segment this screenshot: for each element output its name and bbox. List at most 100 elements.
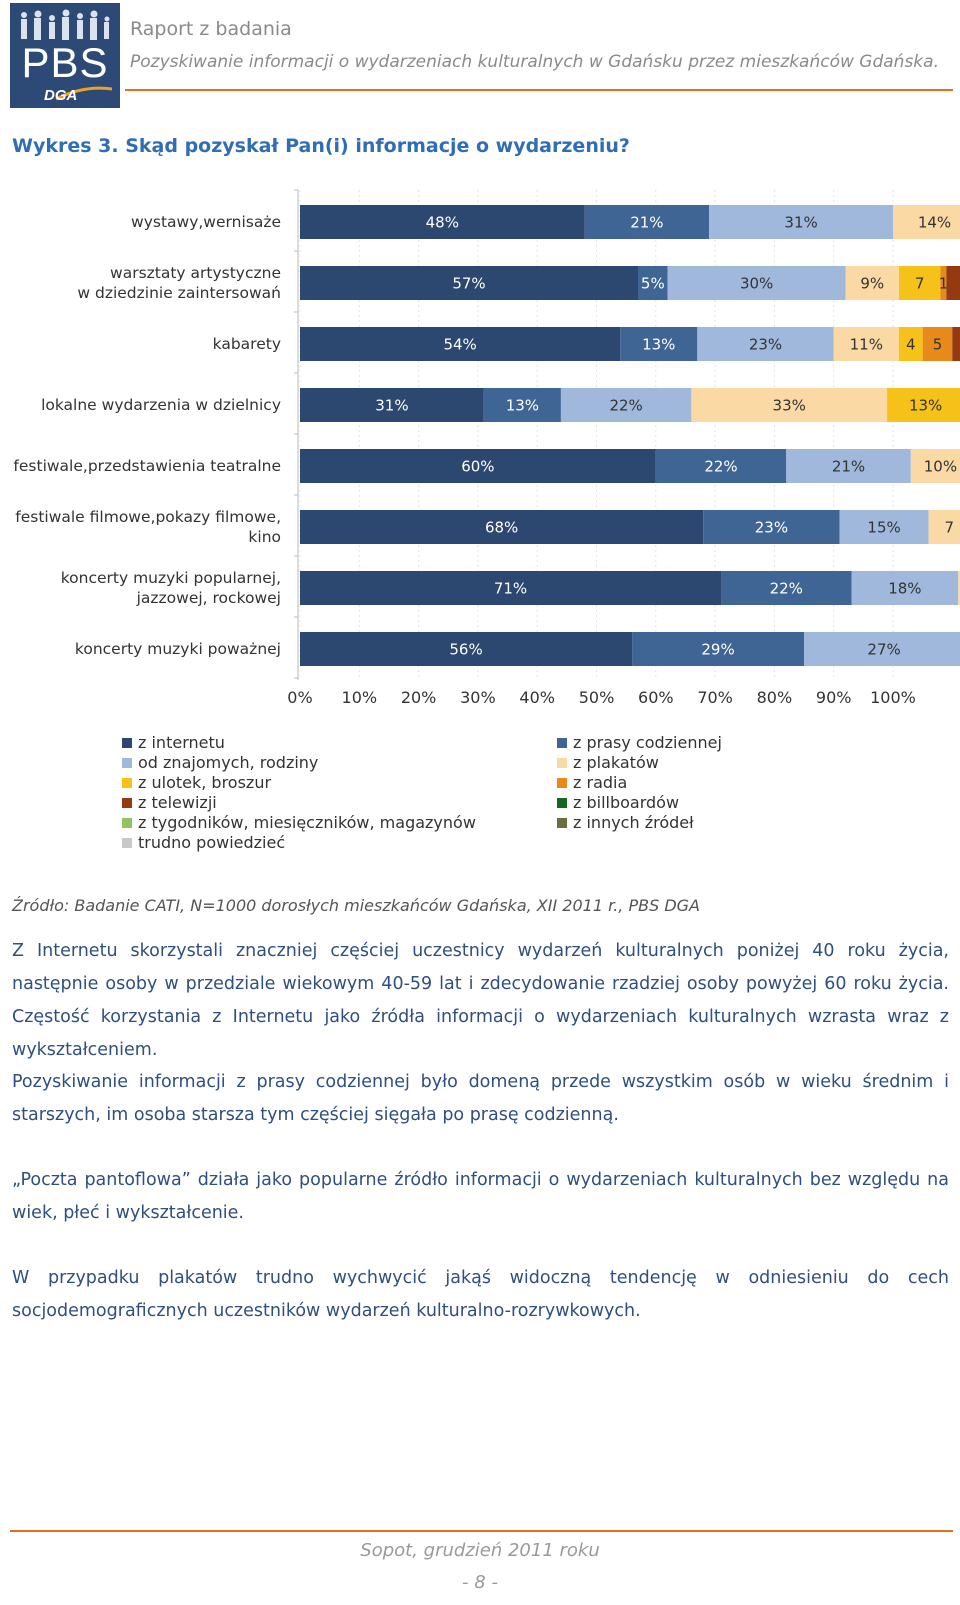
data-label: 13% (909, 397, 942, 415)
data-label: 22% (704, 458, 737, 476)
page-number: - 8 - (462, 1572, 498, 1593)
x-tick-label: 30% (460, 688, 496, 707)
category-label: koncerty muzyki popularnej, (61, 569, 281, 587)
page-header: PBS DGA Raport z badania Pozyskiwanie in… (0, 0, 960, 110)
data-label: 48% (426, 214, 459, 232)
category-label: festiwale filmowe,pokazy filmowe, (15, 508, 281, 526)
legend-label: z telewizji (138, 793, 217, 812)
data-label: 14% (918, 214, 951, 232)
bar-segment (300, 510, 704, 544)
data-label: 56% (449, 641, 482, 659)
bar-segment (300, 266, 639, 300)
bar-segment (655, 449, 787, 483)
figure-title: Wykres 3. Skąd pozyskał Pan(i) informacj… (12, 135, 630, 157)
legend-swatch (122, 818, 132, 828)
bar-segment (703, 510, 840, 544)
bar-segment (632, 632, 805, 666)
data-label: 10% (924, 458, 957, 476)
category-label: kabarety (213, 335, 281, 353)
x-tick-label: 50% (579, 688, 615, 707)
legend-label: z billboardów (573, 793, 680, 812)
legend-swatch (122, 778, 132, 788)
data-label: 30% (740, 275, 773, 293)
legend-swatch (122, 738, 132, 748)
category-label: warsztaty artystyczne (110, 264, 281, 282)
bar-segment (910, 449, 960, 483)
data-label: 15% (867, 519, 900, 537)
legend-swatch (122, 798, 132, 808)
data-label: 7 (915, 275, 925, 293)
bar-segment (709, 205, 893, 239)
x-tick-label: 100% (870, 688, 916, 707)
data-label: 23% (755, 519, 788, 537)
x-tick-label: 10% (342, 688, 378, 707)
legend-swatch (557, 778, 567, 788)
bar-segment (833, 327, 899, 361)
bar-segment (940, 266, 947, 300)
header-divider (125, 89, 953, 91)
legend-label: trudno powiedzieć (138, 833, 286, 852)
legend-label: z prasy codziennej (573, 733, 722, 752)
report-subtitle: Pozyskiwanie informacji o wydarzeniach k… (130, 52, 939, 72)
legend-swatch (557, 758, 567, 768)
data-label: 9% (860, 275, 884, 293)
data-label: 57% (452, 275, 485, 293)
data-label: 13% (506, 397, 539, 415)
legend-swatch (557, 798, 567, 808)
bar-segment (851, 571, 959, 605)
data-label: 23% (749, 336, 782, 354)
data-label: 5% (641, 275, 665, 293)
source-note: Źródło: Badanie CATI, N=1000 dorosłych m… (12, 896, 700, 915)
paragraph-press: Pozyskiwanie informacji z prasy codzienn… (12, 1072, 949, 1125)
paragraph-word-of-mouth: „Poczta pantoflowa” działa jako popularn… (12, 1170, 949, 1223)
category-label: wystawy,wernisaże (131, 213, 281, 231)
x-tick-label: 20% (401, 688, 437, 707)
category-label: koncerty muzyki poważnej (75, 640, 281, 658)
bar-segment (946, 266, 960, 300)
pbs-dga-logo: PBS DGA (10, 3, 120, 108)
x-tick-label: 90% (816, 688, 852, 707)
data-label: 22% (609, 397, 642, 415)
x-tick-label: 40% (519, 688, 555, 707)
data-label: 21% (630, 214, 663, 232)
bar-segment (697, 327, 834, 361)
footer-divider (10, 1530, 953, 1532)
legend-label: z plakatów (573, 753, 659, 772)
paragraph-posters: W przypadku plakatów trudno wychwycić ja… (12, 1268, 949, 1321)
bar-segment (922, 327, 953, 361)
legend-swatch (557, 738, 567, 748)
bar-segment (300, 388, 484, 422)
legend-swatch (122, 838, 132, 848)
legend-label: z ulotek, broszur (138, 773, 272, 792)
people-silhouettes-icon (21, 9, 110, 40)
swoosh-icon (55, 86, 113, 101)
legend-label: z innych źródeł (573, 813, 694, 832)
data-label: 54% (443, 336, 476, 354)
bar-segment (300, 632, 633, 666)
data-label: 29% (701, 641, 734, 659)
footer-place-date: Sopot, grudzień 2011 roku (360, 1540, 600, 1561)
bar-segment (620, 327, 698, 361)
bar-segment (958, 571, 960, 605)
data-label: 31% (375, 397, 408, 415)
x-tick-label: 0% (287, 688, 312, 707)
data-label: 21% (832, 458, 865, 476)
bar-segment (560, 388, 692, 422)
logo-pbs-text: PBS (21, 39, 109, 86)
data-label: 7 (945, 519, 955, 537)
bar-segment (893, 205, 960, 239)
x-tick-label: 80% (757, 688, 793, 707)
data-label: 71% (494, 580, 527, 598)
bar-segment (898, 266, 941, 300)
data-label: 5 (933, 336, 943, 354)
data-label: 68% (485, 519, 518, 537)
legend-swatch (557, 818, 567, 828)
bar-segment (839, 510, 929, 544)
category-label: lokalne wydarzenia w dzielnicy (41, 396, 281, 414)
bar-segment (952, 327, 960, 361)
bar-segment (300, 327, 621, 361)
category-label: kino (248, 528, 281, 546)
legend-label: z radia (573, 773, 628, 792)
data-label: 18% (888, 580, 921, 598)
data-label: 33% (773, 397, 806, 415)
